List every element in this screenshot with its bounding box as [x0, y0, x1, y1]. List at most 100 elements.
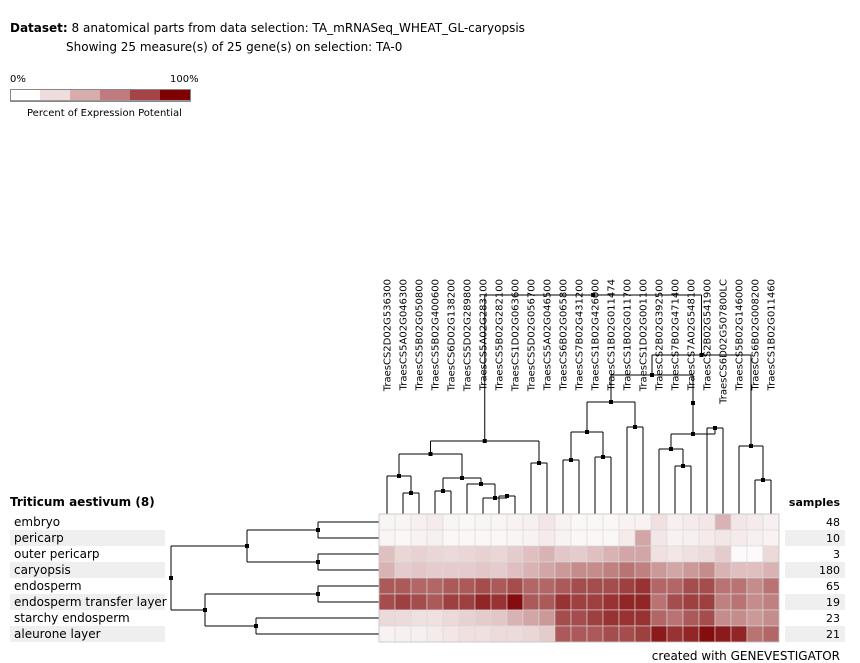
heatmap-cell [682, 577, 700, 595]
organism-title: Triticum aestivum (8) [10, 495, 155, 509]
heatmap-cell [618, 545, 636, 563]
showing-line: Showing 25 measure(s) of 25 gene(s) on s… [66, 40, 403, 54]
heatmap-cell [586, 577, 604, 595]
heatmap-cell [506, 561, 524, 579]
heatmap-cell [618, 593, 636, 611]
heatmap-cell [410, 545, 428, 563]
dataset-label: Dataset: [10, 21, 68, 35]
heatmap-cell [730, 625, 748, 643]
row-stripe [10, 562, 165, 578]
heatmap-cell [602, 577, 620, 595]
dendrogram-node [591, 293, 596, 297]
heatmap-cell [474, 609, 492, 627]
heatmap-cell [474, 529, 492, 547]
heatmap-cell [394, 577, 412, 595]
heatmap-cell [426, 513, 444, 531]
heatmap-cell [506, 529, 524, 547]
legend-frame [10, 89, 191, 102]
legend-min-label: 0% [10, 74, 26, 85]
gene-label: TraesCS1B02G011700 [623, 279, 634, 391]
heatmap-cell [682, 545, 700, 563]
heatmap-cell [554, 561, 572, 579]
heatmap-cell [570, 577, 588, 595]
gene-label: TraesCS1D02G001100 [639, 279, 650, 392]
heatmap-cell [762, 561, 780, 579]
heatmap-cell [650, 529, 668, 547]
gene-label: TraesCS6D02G507800LC [719, 279, 730, 405]
heatmap-cell [458, 561, 476, 579]
heatmap-cell [522, 593, 540, 611]
sample-label: embryo [14, 515, 60, 529]
heatmap-cell [666, 577, 684, 595]
row-stripe [785, 562, 845, 578]
heatmap-cell [618, 577, 636, 595]
heatmap-cell [650, 625, 668, 643]
heatmap-cell [410, 625, 428, 643]
heatmap-cell [490, 545, 508, 563]
heatmap-cell [506, 609, 524, 627]
heatmap-cell [394, 529, 412, 547]
heatmap-cell [394, 625, 412, 643]
heatmap-cell [426, 593, 444, 611]
gene-label: TraesCS2B02G541900 [703, 279, 714, 391]
heatmap-cell [506, 625, 524, 643]
heatmap-cell [714, 529, 732, 547]
heatmap-cell [682, 625, 700, 643]
heatmap-cell [474, 561, 492, 579]
heatmap-cell [602, 609, 620, 627]
sample-label: endosperm transfer layer [14, 595, 167, 609]
heatmap-cell [522, 545, 540, 563]
heatmap-cell [538, 609, 556, 627]
heatmap-cell [618, 513, 636, 531]
heatmap-cell [554, 577, 572, 595]
heatmap-cell [538, 593, 556, 611]
heatmap-cell [458, 577, 476, 595]
heatmap-cell [650, 513, 668, 531]
heatmap-cell [586, 529, 604, 547]
heatmap-cell [458, 625, 476, 643]
heatmap-cell [442, 625, 460, 643]
heatmap-cell [538, 561, 556, 579]
heatmap-cell [746, 513, 764, 531]
gene-label: TraesCS2B02G392500 [655, 279, 666, 391]
dataset-line: Dataset: 8 anatomical parts from data se… [10, 21, 525, 35]
gene-label: TraesCS7B02G471400 [671, 279, 682, 391]
gene-label: TraesCS5A02G046300 [399, 279, 410, 391]
heatmap-cell [714, 561, 732, 579]
heatmap-cell [650, 545, 668, 563]
heatmap-cell [426, 545, 444, 563]
heatmap-cell [394, 561, 412, 579]
sample-count: 19 [826, 596, 840, 609]
gene-label: TraesCS7B02G431200 [575, 279, 586, 391]
heatmap-cell [634, 625, 652, 643]
footer-credit: created with GENEVESTIGATOR [651, 649, 840, 663]
sample-count: 23 [826, 612, 840, 625]
row-stripe [10, 626, 165, 642]
heatmap-cell [426, 577, 444, 595]
heatmap-cell [538, 545, 556, 563]
heatmap-cell [730, 577, 748, 595]
heatmap-cell [714, 625, 732, 643]
heatmap-cell [602, 625, 620, 643]
heatmap-cell [602, 593, 620, 611]
gene-label: TraesCS5D02G289800 [463, 279, 474, 392]
heatmap-cell [506, 545, 524, 563]
heatmap-cell [394, 609, 412, 627]
gene-label: TraesCS5B02G282100 [495, 279, 506, 391]
heatmap-cell [522, 609, 540, 627]
heatmap-cell [506, 593, 524, 611]
heatmap-cell [586, 561, 604, 579]
heatmap-cell [666, 625, 684, 643]
sample-counts: 48 10 3 180 65 19 23 21 [819, 516, 840, 641]
heatmap-cell [538, 513, 556, 531]
heatmap-cell [618, 609, 636, 627]
heatmap-cell [554, 529, 572, 547]
heatmap-cell [570, 609, 588, 627]
heatmap-cell [490, 609, 508, 627]
heatmap-cell [698, 529, 716, 547]
heatmap-cell [554, 609, 572, 627]
heatmap-cell [618, 529, 636, 547]
heatmap-cell [586, 513, 604, 531]
heatmap-frame [378, 513, 780, 643]
